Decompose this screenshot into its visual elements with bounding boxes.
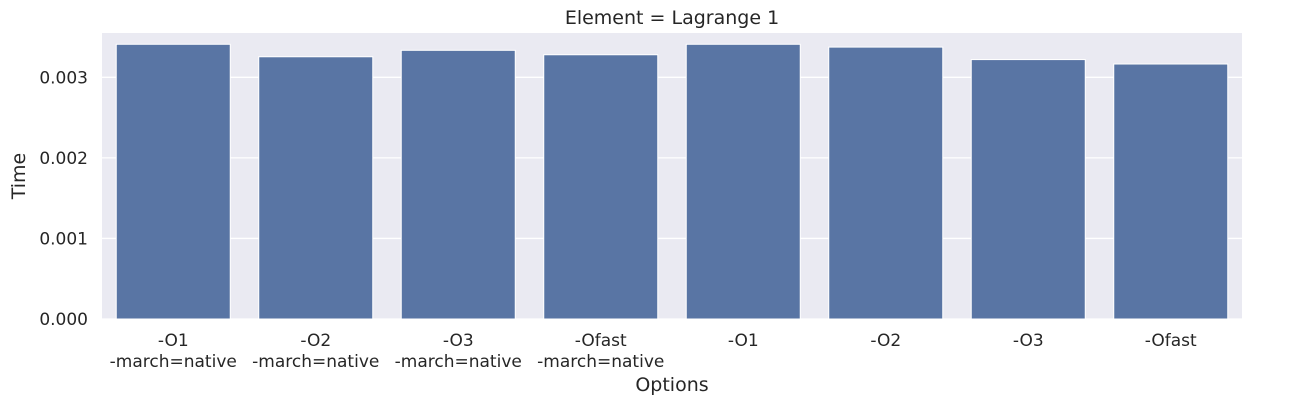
bar	[258, 56, 374, 320]
x-tick-label: -O1 -march=native	[110, 331, 237, 372]
x-tick-label: -O2 -march=native	[252, 331, 379, 372]
x-tick-label: -Ofast	[1145, 331, 1197, 351]
bar	[543, 54, 659, 320]
x-tick-label: -O3	[1013, 331, 1044, 351]
x-axis-label: Options	[635, 374, 708, 396]
x-tick-label: -O3 -march=native	[395, 331, 522, 372]
y-tick-label: 0.000	[39, 310, 88, 330]
bar	[970, 59, 1086, 320]
y-axis-label: Time	[8, 153, 30, 201]
y-tick-label: 0.002	[39, 149, 88, 169]
bars	[115, 43, 1229, 320]
y-tick-label: 0.001	[39, 229, 88, 249]
x-tick-label: -Ofast -march=native	[537, 331, 664, 372]
bar	[400, 49, 516, 320]
bar	[685, 43, 801, 320]
y-tick-labels: 0.000 0.001 0.002 0.003	[39, 68, 88, 330]
bar	[1113, 63, 1229, 320]
x-tick-labels: -O1 -march=native -O2 -march=native -O3 -marc…	[110, 331, 1197, 372]
x-tick-label: -O1	[728, 331, 759, 351]
bar	[115, 43, 231, 320]
y-tick-label: 0.003	[39, 68, 88, 88]
bar	[828, 46, 944, 320]
chart-title: Element = Lagrange 1	[565, 7, 779, 29]
x-tick-label: -O2	[870, 331, 901, 351]
